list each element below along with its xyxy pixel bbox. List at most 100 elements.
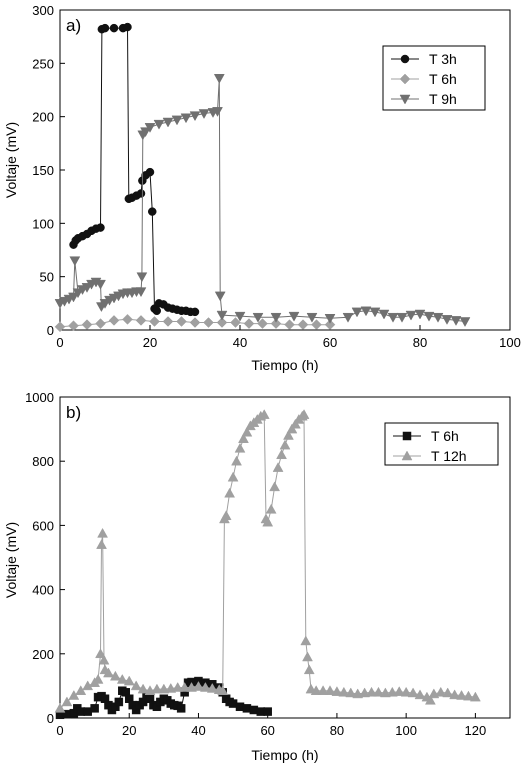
data-point bbox=[359, 687, 371, 698]
data-point bbox=[145, 167, 155, 177]
data-point bbox=[289, 418, 301, 429]
x-tick-label: 80 bbox=[413, 335, 427, 350]
y-tick-label: 200 bbox=[32, 110, 54, 125]
data-point bbox=[109, 23, 119, 33]
legend-marker bbox=[399, 94, 411, 105]
data-point bbox=[456, 690, 467, 700]
data-point bbox=[100, 23, 110, 33]
data-point bbox=[109, 670, 121, 681]
data-point bbox=[303, 664, 315, 675]
data-point bbox=[386, 686, 398, 697]
data-point bbox=[231, 455, 242, 466]
series-t-9h bbox=[54, 74, 471, 327]
y-tick-label: 800 bbox=[32, 454, 54, 469]
x-tick-label: 120 bbox=[465, 723, 487, 738]
data-point bbox=[114, 697, 124, 707]
data-point bbox=[459, 317, 471, 327]
data-point bbox=[136, 189, 146, 198]
data-point bbox=[54, 321, 66, 333]
data-point bbox=[243, 318, 255, 329]
x-tick-label: 0 bbox=[56, 335, 63, 350]
data-point bbox=[414, 689, 426, 700]
x-tick-label: 60 bbox=[260, 723, 274, 738]
legend-label: T 3h bbox=[429, 51, 457, 67]
data-point bbox=[96, 223, 105, 232]
data-point bbox=[449, 689, 461, 700]
x-axis-title-b: Tiempo (h) bbox=[251, 747, 318, 763]
data-point bbox=[263, 707, 272, 716]
data-point bbox=[306, 312, 318, 323]
data-point bbox=[123, 22, 132, 32]
data-point bbox=[450, 316, 462, 326]
data-point bbox=[258, 409, 270, 419]
data-point bbox=[162, 117, 174, 128]
data-point bbox=[69, 256, 81, 267]
data-point bbox=[158, 683, 170, 694]
data-point bbox=[162, 316, 174, 327]
panel-label-b: b) bbox=[66, 403, 81, 422]
data-point bbox=[435, 686, 447, 697]
data-point bbox=[298, 409, 310, 419]
y-tick-label: 150 bbox=[32, 163, 54, 178]
data-point bbox=[116, 673, 128, 684]
data-point bbox=[252, 312, 264, 323]
series-t-6h bbox=[54, 313, 336, 333]
data-point bbox=[176, 704, 186, 713]
series-t-12h bbox=[54, 409, 481, 713]
data-point bbox=[54, 702, 66, 713]
data-point bbox=[171, 115, 183, 126]
data-point bbox=[324, 314, 336, 324]
data-point bbox=[92, 673, 104, 684]
data-point bbox=[234, 442, 246, 453]
y-tick-label: 300 bbox=[32, 3, 54, 18]
data-point bbox=[95, 648, 106, 659]
data-point bbox=[286, 423, 298, 434]
legend-marker bbox=[400, 54, 410, 64]
y-axis-title-b: Voltaje (mV) bbox=[3, 522, 19, 598]
data-point bbox=[360, 306, 372, 317]
series-line bbox=[59, 413, 476, 709]
data-point bbox=[199, 681, 211, 692]
data-point bbox=[144, 123, 156, 133]
y-tick-label: 0 bbox=[47, 323, 54, 338]
data-point bbox=[68, 320, 79, 332]
axis-ticks-a: 0 20 40 60 80 100 0 50 100 150 200 250 300 bbox=[32, 3, 521, 350]
series-group-a bbox=[54, 22, 471, 333]
data-point bbox=[423, 311, 435, 322]
data-point bbox=[123, 675, 135, 686]
data-point bbox=[338, 686, 350, 697]
data-point bbox=[217, 685, 229, 695]
data-point bbox=[378, 309, 390, 320]
data-point bbox=[262, 516, 274, 527]
data-point bbox=[366, 686, 377, 697]
data-point bbox=[270, 312, 282, 323]
data-point bbox=[396, 312, 408, 323]
data-point bbox=[95, 318, 106, 329]
chart-panel-a: 0 20 40 60 80 100 0 50 100 150 200 250 300 a) Tiempo… bbox=[3, 3, 521, 373]
data-point bbox=[122, 313, 133, 325]
y-tick-label: 0 bbox=[47, 711, 54, 726]
data-point bbox=[387, 312, 399, 323]
data-point bbox=[400, 686, 412, 697]
data-point bbox=[61, 696, 73, 707]
x-tick-label: 40 bbox=[233, 335, 247, 350]
y-tick-label: 100 bbox=[32, 216, 54, 231]
x-tick-label: 0 bbox=[56, 723, 63, 738]
legend-box-a bbox=[382, 45, 486, 111]
data-point bbox=[212, 107, 223, 117]
data-point bbox=[257, 318, 268, 329]
data-point bbox=[300, 635, 312, 646]
data-point bbox=[96, 539, 107, 549]
y-tick-label: 250 bbox=[32, 56, 54, 71]
data-point bbox=[241, 426, 253, 437]
legend-marker bbox=[402, 431, 412, 441]
data-point bbox=[463, 690, 474, 701]
data-point bbox=[95, 279, 106, 290]
data-point bbox=[108, 315, 120, 326]
data-point bbox=[135, 287, 147, 298]
data-point bbox=[405, 310, 417, 321]
data-point bbox=[407, 687, 419, 698]
data-point bbox=[441, 315, 453, 325]
data-point bbox=[469, 691, 481, 702]
plot-frame-b bbox=[59, 396, 511, 719]
